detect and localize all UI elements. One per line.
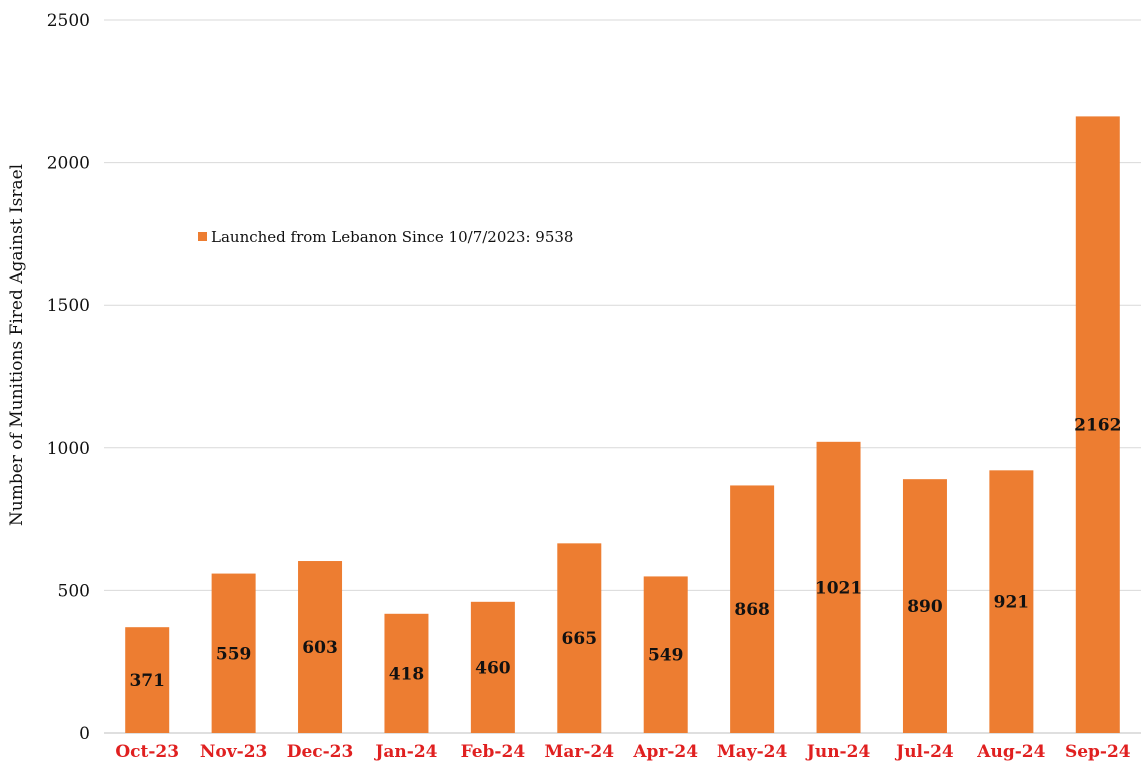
legend-label: Launched from Lebanon Since 10/7/2023: 9… bbox=[211, 228, 573, 246]
x-tick-label: Jan-24 bbox=[373, 742, 437, 762]
data-label: 371 bbox=[129, 671, 165, 691]
data-label: 890 bbox=[907, 597, 943, 617]
y-tick-label: 1000 bbox=[47, 439, 90, 459]
bar bbox=[384, 613, 429, 733]
x-tick-label: Jun-24 bbox=[805, 742, 871, 762]
bar bbox=[643, 576, 688, 733]
x-tick-label: Nov-23 bbox=[200, 742, 267, 762]
y-tick-label: 0 bbox=[79, 724, 90, 744]
bar bbox=[125, 627, 170, 733]
x-tick-label: Aug-24 bbox=[976, 742, 1045, 762]
bars bbox=[125, 116, 1120, 734]
data-label: 2162 bbox=[1074, 416, 1121, 436]
bar bbox=[557, 543, 602, 733]
x-tick-label: Mar-24 bbox=[545, 742, 615, 762]
data-label: 559 bbox=[216, 644, 252, 664]
data-label: 549 bbox=[648, 646, 684, 666]
data-label: 868 bbox=[734, 600, 770, 620]
y-axis-label: Number of Munitions Fired Against Israel bbox=[7, 164, 27, 526]
bar bbox=[730, 485, 775, 733]
x-tick-label: Apr-24 bbox=[632, 742, 698, 762]
bar bbox=[470, 601, 515, 733]
x-tick-label: May-24 bbox=[717, 742, 788, 762]
bar bbox=[902, 479, 947, 733]
data-labels: 371 559 603 418 460 665 549 868 1021 890 921 2162 bbox=[129, 416, 1121, 691]
data-label: 921 bbox=[994, 593, 1030, 613]
data-label: 460 bbox=[475, 658, 511, 678]
bar bbox=[1075, 116, 1120, 734]
x-axis-ticks: Oct-23 Nov-23 Dec-23 Jan-24 Feb-24 Mar-24 Apr-… bbox=[115, 742, 1130, 762]
y-axis-ticks: 0 500 1000 1500 2000 2500 bbox=[47, 11, 90, 744]
data-label: 665 bbox=[562, 629, 598, 649]
y-tick-label: 1500 bbox=[47, 296, 90, 316]
legend-swatch bbox=[198, 232, 207, 241]
bar bbox=[989, 470, 1034, 733]
y-tick-label: 500 bbox=[58, 581, 90, 601]
x-tick-label: Sep-24 bbox=[1065, 742, 1131, 762]
x-tick-label: Feb-24 bbox=[461, 742, 526, 762]
bar bbox=[298, 561, 343, 733]
data-label: 418 bbox=[389, 664, 425, 684]
y-tick-label: 2500 bbox=[47, 11, 90, 31]
bar bbox=[816, 441, 861, 733]
x-tick-label: Oct-23 bbox=[115, 742, 179, 762]
data-label: 1021 bbox=[815, 578, 862, 598]
x-tick-label: Dec-23 bbox=[287, 742, 354, 762]
data-label: 603 bbox=[302, 638, 338, 658]
bar bbox=[211, 573, 256, 733]
legend: Launched from Lebanon Since 10/7/2023: 9… bbox=[198, 228, 573, 246]
gridlines bbox=[104, 19, 1141, 734]
x-tick-label: Jul-24 bbox=[894, 742, 954, 762]
y-tick-label: 2000 bbox=[47, 154, 90, 174]
